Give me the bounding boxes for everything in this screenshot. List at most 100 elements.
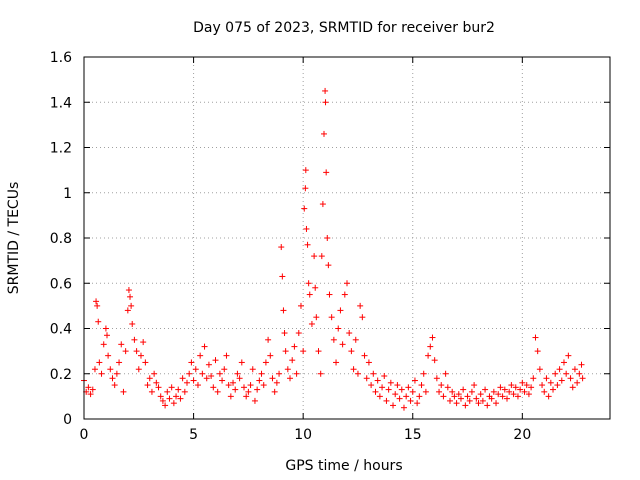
- data-point: [129, 320, 136, 327]
- data-point: [396, 395, 403, 402]
- data-point: [236, 375, 243, 382]
- y-tick-label: 1.4: [50, 95, 72, 111]
- x-tick-label: 15: [404, 427, 422, 443]
- data-point: [420, 370, 427, 377]
- data-point: [140, 339, 147, 346]
- data-point: [451, 393, 458, 400]
- data-point: [293, 370, 300, 377]
- data-point: [301, 205, 308, 212]
- data-point: [240, 384, 247, 391]
- data-point: [431, 357, 438, 364]
- data-point: [512, 384, 519, 391]
- data-point: [326, 291, 333, 298]
- data-point: [280, 307, 287, 314]
- data-point: [337, 307, 344, 314]
- data-point: [203, 375, 210, 382]
- data-point: [144, 382, 151, 389]
- data-point: [256, 377, 263, 384]
- data-point: [361, 352, 368, 359]
- data-point: [127, 293, 134, 300]
- x-axis-label: GPS time / hours: [285, 458, 402, 474]
- data-point: [335, 325, 342, 332]
- data-point: [148, 388, 155, 395]
- data-point: [95, 318, 102, 325]
- data-point: [93, 298, 100, 305]
- y-axis-label: SRMTID / TECUs: [6, 182, 22, 295]
- data-point: [157, 393, 164, 400]
- data-point: [567, 375, 574, 382]
- data-point: [479, 397, 486, 404]
- data-point: [444, 384, 451, 391]
- data-point: [473, 395, 480, 402]
- data-point: [312, 284, 319, 291]
- data-point: [499, 393, 506, 400]
- y-tick-label: 1.6: [50, 50, 72, 66]
- data-point: [295, 330, 302, 337]
- data-point: [381, 373, 388, 380]
- data-point: [370, 370, 377, 377]
- data-point: [107, 366, 114, 373]
- data-point: [560, 359, 567, 366]
- data-point: [418, 382, 425, 389]
- data-point: [339, 341, 346, 348]
- data-point: [409, 388, 416, 395]
- data-point: [85, 384, 92, 391]
- y-tick-label: 1: [63, 186, 72, 202]
- data-point: [265, 336, 272, 343]
- data-point: [471, 382, 478, 389]
- data-point: [135, 366, 142, 373]
- data-point: [249, 366, 256, 373]
- data-point: [464, 393, 471, 400]
- data-point: [98, 370, 105, 377]
- data-point: [199, 370, 206, 377]
- data-point: [569, 384, 576, 391]
- data-point: [414, 400, 421, 407]
- data-point: [571, 366, 578, 373]
- data-point: [324, 235, 331, 241]
- data-point: [116, 359, 123, 366]
- data-point: [221, 366, 228, 373]
- data-point: [440, 393, 447, 400]
- data-point: [281, 330, 288, 337]
- data-point: [302, 185, 309, 192]
- data-point: [219, 377, 226, 384]
- data-point: [273, 379, 280, 386]
- data-point: [348, 348, 355, 355]
- data-point: [436, 388, 443, 395]
- data-point: [251, 397, 258, 404]
- data-point: [91, 366, 98, 373]
- data-point: [194, 382, 201, 389]
- data-point: [493, 400, 500, 407]
- data-point: [503, 395, 510, 402]
- data-point: [192, 366, 199, 373]
- data-point: [323, 169, 330, 176]
- data-point: [212, 357, 219, 364]
- data-point: [368, 382, 375, 389]
- data-point: [376, 393, 383, 400]
- data-point: [328, 314, 335, 321]
- data-point: [574, 379, 581, 386]
- data-point: [438, 382, 445, 389]
- data-point: [359, 314, 366, 321]
- data-point: [429, 334, 436, 341]
- data-point: [186, 370, 193, 377]
- data-point: [188, 359, 195, 366]
- data-point: [514, 393, 521, 400]
- data-point: [258, 370, 265, 377]
- data-point: [579, 375, 586, 382]
- data-point: [344, 280, 350, 287]
- data-point: [124, 307, 131, 314]
- x-tick-labels: 0 5 10 15 20: [80, 427, 532, 443]
- data-point: [374, 377, 381, 384]
- y-tick-label: 0.4: [50, 322, 72, 338]
- data-point: [466, 397, 473, 404]
- data-point: [177, 395, 184, 402]
- data-point: [528, 384, 535, 391]
- data-point: [541, 388, 548, 395]
- data-point: [118, 341, 125, 348]
- data-point: [234, 370, 241, 377]
- data-point: [166, 395, 173, 402]
- data-point: [422, 388, 429, 395]
- data-point: [330, 336, 337, 343]
- data-point: [547, 379, 554, 386]
